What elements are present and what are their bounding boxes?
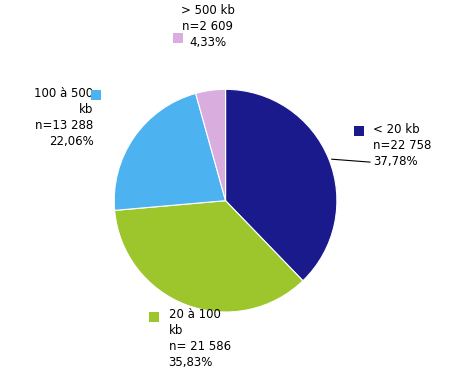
Wedge shape (114, 201, 302, 312)
Wedge shape (114, 94, 225, 211)
Text: > 500 kb
n=2 609
4,33%: > 500 kb n=2 609 4,33% (181, 4, 234, 50)
FancyBboxPatch shape (172, 33, 182, 43)
FancyBboxPatch shape (90, 90, 100, 100)
Wedge shape (225, 89, 336, 281)
Text: 20 à 100
kb
n= 21 586
35,83%: 20 à 100 kb n= 21 586 35,83% (168, 308, 230, 369)
Text: < 20 kb
n=22 758
37,78%: < 20 kb n=22 758 37,78% (372, 123, 431, 168)
Wedge shape (195, 89, 225, 201)
Text: 100 à 500
kb
n=13 288
22,06%: 100 à 500 kb n=13 288 22,06% (34, 87, 94, 148)
FancyBboxPatch shape (353, 126, 363, 136)
FancyBboxPatch shape (149, 312, 159, 322)
